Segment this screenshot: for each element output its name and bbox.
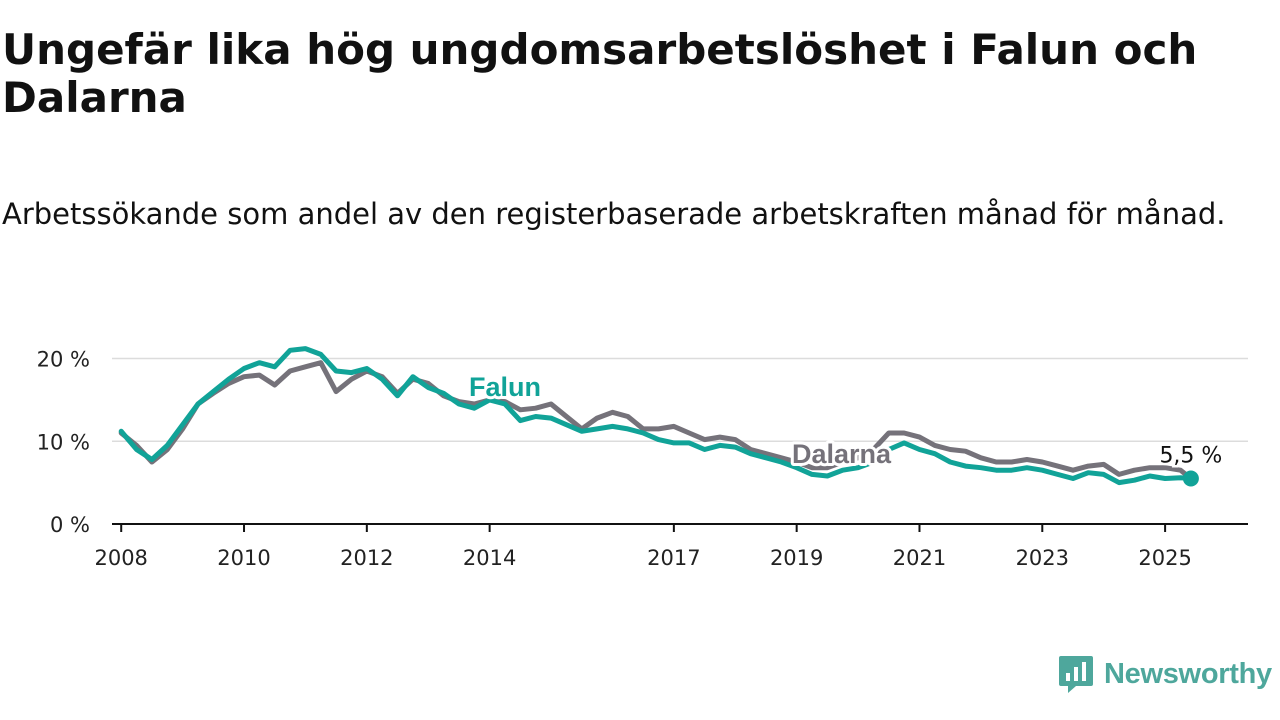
y-tick-label: 0 % (50, 513, 90, 537)
brand-name: Newsworthy (1104, 657, 1272, 690)
series-labels: Falun Dalarna (466, 369, 895, 472)
series-line-falun (118, 346, 1194, 486)
series-label-dalarna: Dalarna (792, 439, 892, 469)
y-tick-label: 20 % (37, 348, 90, 372)
x-tick-label: 2021 (893, 546, 946, 570)
x-tick-label: 2017 (647, 546, 700, 570)
chart-subtitle: Arbetssökande som andel av den registerb… (2, 197, 1226, 231)
series-line-dalarna (118, 360, 1194, 481)
newsworthy-logo-icon (1059, 656, 1093, 693)
chart-title: Ungefär lika hög ungdomsarbetslöshet i F… (2, 25, 1198, 122)
x-tick-label: 2019 (770, 546, 823, 570)
x-tick-label: 2008 (94, 546, 147, 570)
brand-logo: Newsworthy (1058, 654, 1272, 694)
x-tick-label: 2023 (1016, 546, 1069, 570)
x-tick-label: 2025 (1138, 546, 1191, 570)
series-layer (118, 346, 1194, 486)
end-value-marker (1182, 470, 1199, 487)
end-value-label: 5,5 % (1159, 444, 1222, 469)
y-axis-tick-labels: 0 % 10 % 20 % (37, 348, 90, 537)
x-tick-label: 2014 (463, 546, 516, 570)
x-axis: 2008 2010 2012 2014 2017 2019 2021 2023 2025 (94, 524, 1192, 570)
y-tick-label: 10 % (37, 430, 90, 454)
x-tick-label: 2012 (340, 546, 393, 570)
x-tick-label: 2010 (217, 546, 270, 570)
series-label-falun: Falun (469, 372, 541, 402)
